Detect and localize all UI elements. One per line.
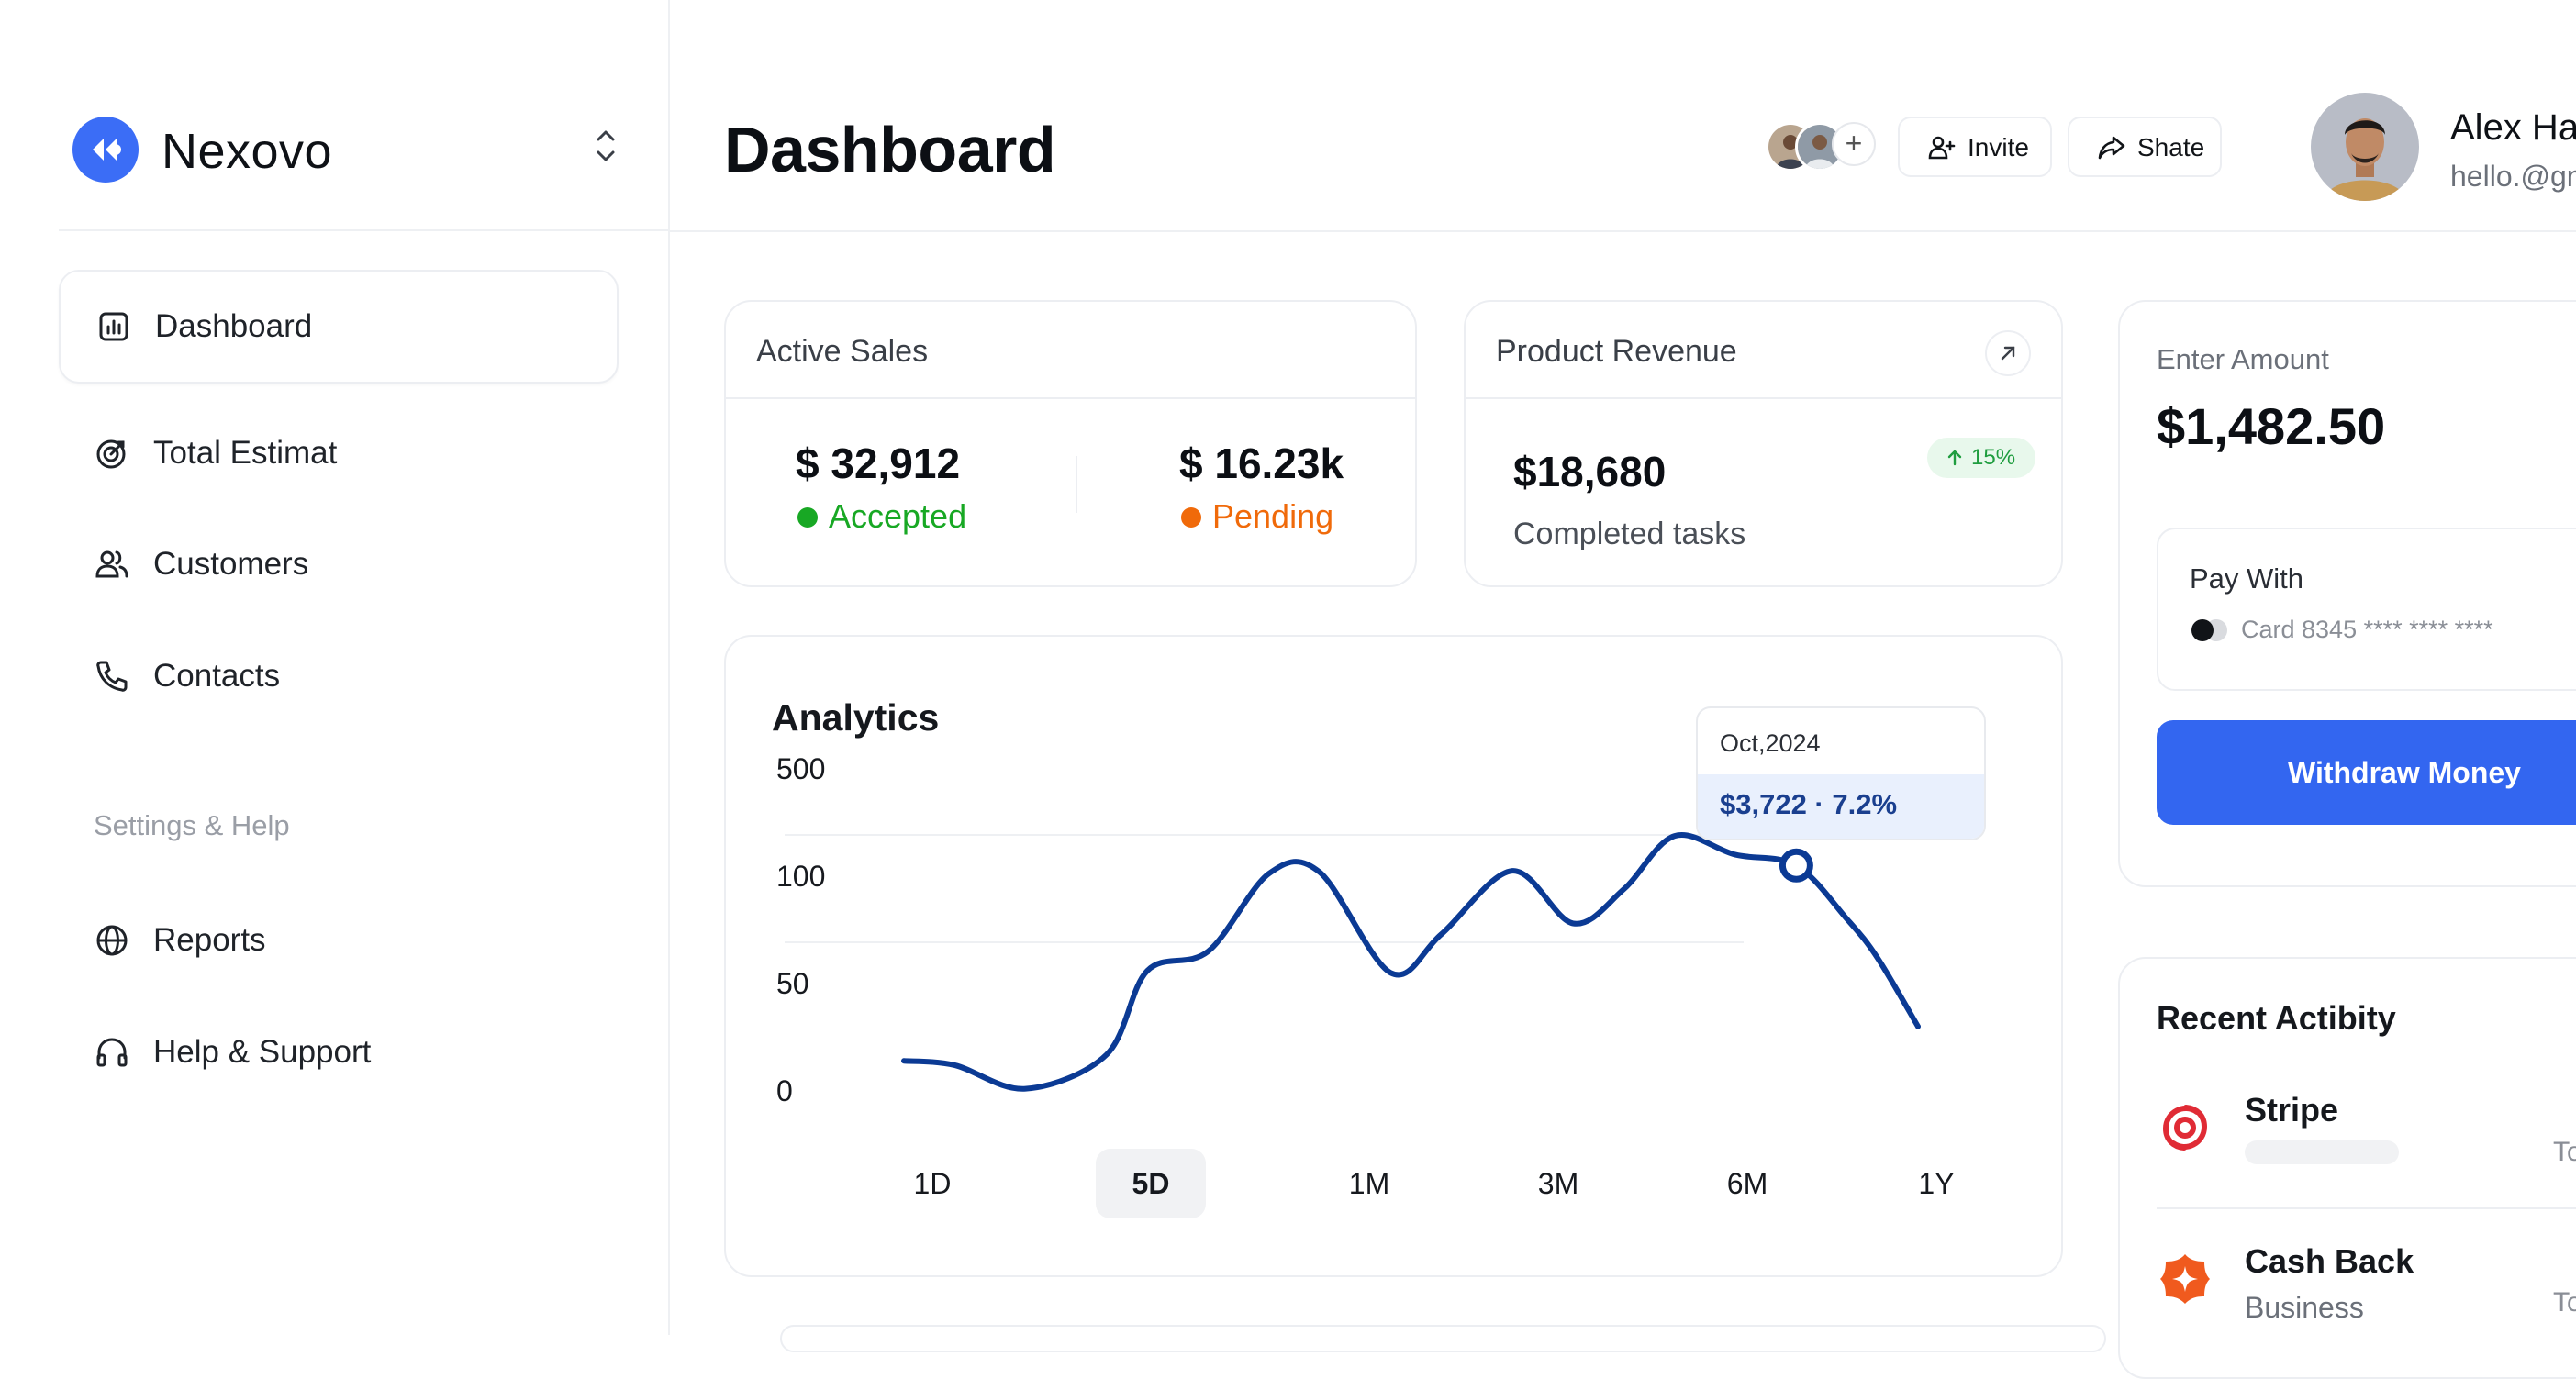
add-collaborator-button[interactable]: + [1832, 122, 1876, 166]
card-divider [1466, 397, 2061, 399]
share-arrow-icon [2097, 133, 2126, 162]
activity-status-truncated: To [2553, 1137, 2576, 1167]
activity-placeholder-bar [2245, 1140, 2399, 1164]
accepted-value: $ 32,912 [796, 439, 961, 487]
withdraw-money-button[interactable]: Withdraw Money [2157, 720, 2576, 825]
card-divider [726, 397, 1415, 399]
analytics-series-line [901, 832, 1921, 1092]
sidebar-item-label: Help & Support [153, 1034, 372, 1070]
card-brand-icon [2190, 618, 2232, 642]
analytics-title: Analytics [772, 696, 940, 739]
growth-badge-value: 15% [1971, 445, 2016, 470]
sidebar: Nexovo Dashboard Total Estim [0, 0, 670, 1335]
accepted-label: Accepted [829, 497, 967, 535]
users-icon [94, 546, 130, 583]
page-title: Dashboard [724, 114, 1056, 185]
invite-label: Invite [1968, 133, 2029, 161]
amount-label: Enter Amount [2157, 343, 2329, 375]
share-button[interactable]: Shate [2068, 117, 2222, 177]
invite-button[interactable]: Invite [1898, 117, 2052, 177]
bar-chart-icon [95, 308, 132, 345]
metric-divider [1076, 456, 1077, 513]
sidebar-item-label: Reports [153, 922, 266, 958]
sidebar-item-help-support[interactable]: Help & Support [59, 997, 615, 1107]
headphones-icon [94, 1034, 130, 1071]
card-title: Active Sales [756, 334, 929, 369]
sidebar-item-label: Customers [153, 546, 309, 582]
sidebar-item-customers[interactable]: Customers [59, 509, 615, 619]
sidebar-item-reports[interactable]: Reports [59, 885, 615, 995]
sidebar-item-label: Total Estimat [153, 435, 338, 471]
revenue-value: $18,680 [1513, 448, 1667, 495]
highlight-point-marker [1779, 848, 1813, 883]
profile-avatar[interactable] [2311, 93, 2419, 201]
range-1d-button[interactable]: 1D [913, 1167, 952, 1200]
header-divider [669, 230, 2576, 232]
card-title: Product Revenue [1496, 334, 1737, 369]
sidebar-item-label: Contacts [153, 658, 281, 694]
sidebar-item-dashboard[interactable]: Dashboard [59, 270, 619, 384]
arrow-up-right-icon[interactable] [1985, 330, 2031, 376]
chevron-up-down-icon[interactable] [587, 125, 624, 167]
activity-status-truncated: To [2553, 1287, 2576, 1318]
globe-icon [94, 922, 130, 959]
accepted-status-dot [797, 507, 818, 528]
stripe-logo-icon [2157, 1099, 2214, 1156]
share-label: Shate [2137, 133, 2205, 161]
cashback-icon [2157, 1251, 2214, 1307]
collaborator-avatars[interactable]: + [1766, 122, 1876, 172]
next-card-edge [780, 1325, 2106, 1352]
revenue-caption: Completed tasks [1513, 517, 1746, 551]
activity-divider [2157, 1207, 2576, 1209]
pending-status-dot [1181, 507, 1201, 528]
range-3m-button[interactable]: 3M [1537, 1167, 1579, 1200]
amount-value[interactable]: $1,482.50 [2157, 397, 2386, 455]
brand-logo-icon [72, 117, 139, 183]
chart-tooltip: Oct,2024 $3,722 · 7.2% [1696, 706, 1986, 840]
product-revenue-card: Product Revenue $18,680 15% Completed ta… [1464, 300, 2063, 587]
sidebar-divider [59, 229, 668, 231]
tooltip-date: Oct,2024 [1720, 729, 1821, 757]
profile-email: hello.@gm [2450, 160, 2576, 193]
pending-label: Pending [1212, 497, 1334, 535]
brand-name[interactable]: Nexovo [162, 124, 333, 179]
growth-badge: 15% [1927, 438, 2036, 478]
arrow-up-icon [1947, 450, 1962, 466]
section-label-settings: Settings & Help [94, 809, 290, 841]
activity-name: Cash Back [2245, 1242, 2414, 1280]
target-icon [94, 435, 130, 472]
pending-value: $ 16.23k [1179, 439, 1344, 487]
active-sales-card: Active Sales $ 32,912 Accepted $ 16.23k … [724, 300, 1417, 587]
recent-activity-title: Recent Actibity [2157, 999, 2396, 1037]
user-plus-icon [1927, 133, 1957, 162]
profile-name: Alex Ha [2450, 107, 2576, 148]
sidebar-item-label: Dashboard [155, 308, 313, 344]
range-1m-button[interactable]: 1M [1348, 1167, 1390, 1200]
sidebar-item-total-estimat[interactable]: Total Estimat [59, 398, 615, 508]
pay-with-label: Pay With [2190, 562, 2304, 595]
activity-subtitle: Business [2245, 1291, 2364, 1324]
sidebar-item-contacts[interactable]: Contacts [59, 621, 615, 731]
activity-name: Stripe [2245, 1091, 2339, 1129]
y-tick-label: 500 [776, 752, 825, 785]
y-tick-label: 100 [776, 860, 825, 893]
y-tick-label: 50 [776, 967, 809, 1000]
tooltip-value: $3,722 · 7.2% [1720, 788, 1898, 820]
range-6m-button[interactable]: 6M [1726, 1167, 1768, 1200]
y-tick-label: 0 [776, 1074, 793, 1107]
range-1y-button[interactable]: 1Y [1918, 1167, 1955, 1200]
range-5d-button[interactable]: 5D [1096, 1149, 1206, 1218]
tooltip-value-bg [1698, 774, 1984, 839]
pay-with-selector[interactable]: Pay With Card 8345 **** **** **** [2157, 528, 2576, 691]
recent-activity-card [2118, 957, 2576, 1379]
card-number: Card 8345 **** **** **** [2241, 616, 2493, 643]
phone-icon [94, 658, 130, 695]
